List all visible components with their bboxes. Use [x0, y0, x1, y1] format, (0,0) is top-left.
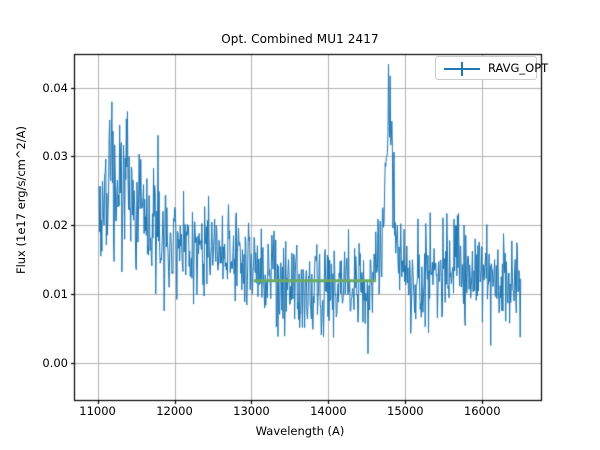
legend-item-label: RAVG_OPT — [488, 61, 549, 75]
legend-errorbar-marker-icon — [444, 62, 480, 76]
legend[interactable]: RAVG_OPT — [435, 56, 548, 80]
